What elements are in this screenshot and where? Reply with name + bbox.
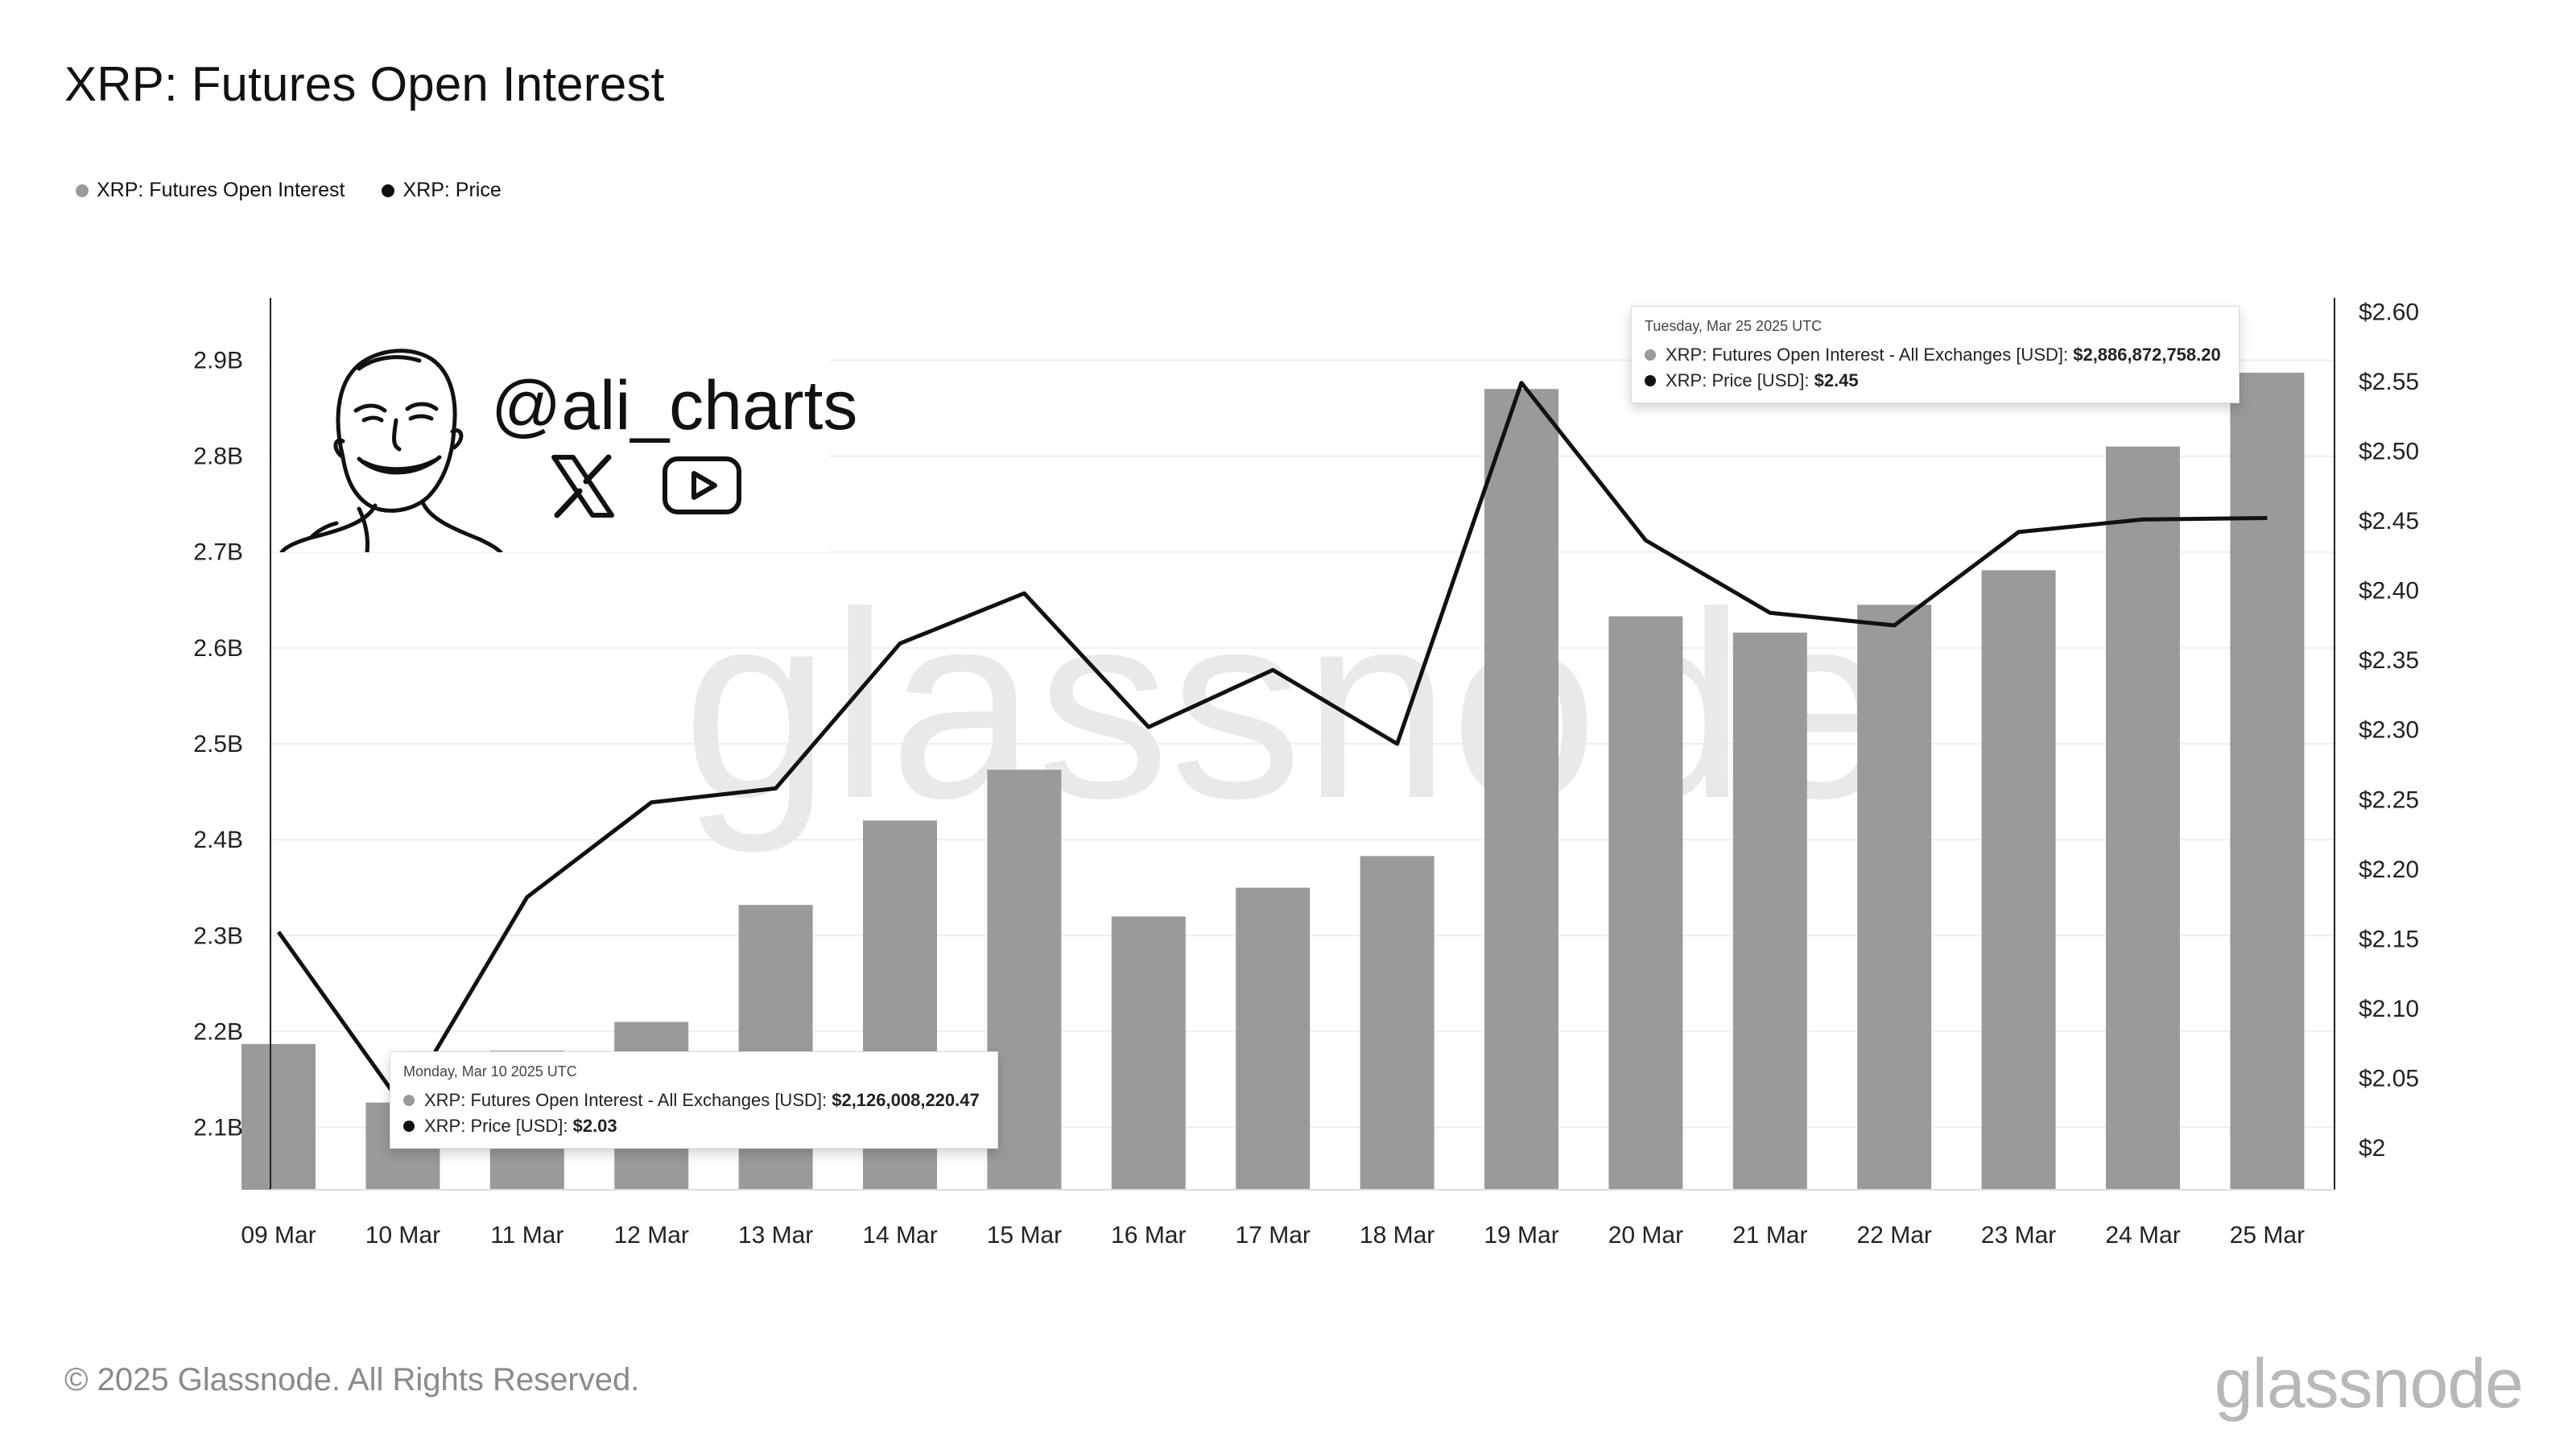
right-tick-label: $2.55 <box>2359 369 2419 395</box>
bar-25-mar[interactable] <box>2230 372 2305 1190</box>
left-tick-label: 2.4B <box>193 827 243 853</box>
left-tick-label: 2.6B <box>193 635 243 662</box>
x-tick-label: 13 Mar <box>738 1222 813 1249</box>
tooltip-oi-value: $2,126,008,220.47 <box>832 1090 980 1110</box>
chart-legend: XRP: Futures Open Interest XRP: Price <box>76 179 502 202</box>
tooltip-mar-10: Monday, Mar 10 2025 UTC XRP: Futures Ope… <box>390 1051 998 1149</box>
bar-20-mar[interactable] <box>1608 616 1683 1190</box>
left-tick-label: 2.8B <box>193 444 243 470</box>
x-tick-label: 23 Mar <box>1981 1222 2056 1249</box>
left-axis-ticks: 2.1B 2.2B 2.3B 2.4B 2.5B 2.6B 2.7B 2.8B 2.9B <box>193 347 243 1141</box>
page-title: XRP: Futures Open Interest <box>64 57 665 111</box>
right-tick-label: $2.10 <box>2359 996 2419 1022</box>
tooltip-date: Monday, Mar 10 2025 UTC <box>403 1063 577 1080</box>
tooltip-dot-gray-icon <box>403 1095 415 1106</box>
tooltip-dot-black-icon <box>403 1121 415 1132</box>
left-tick-label: 2.3B <box>193 923 243 949</box>
x-tick-label: 12 Mar <box>614 1222 689 1249</box>
bar-18-mar[interactable] <box>1360 856 1435 1190</box>
x-tick-label: 14 Mar <box>862 1222 937 1249</box>
tooltip-row-open-interest: XRP: Futures Open Interest - All Exchang… <box>1645 345 2221 365</box>
left-tick-label: 2.7B <box>193 539 243 566</box>
tooltip-mar-25: Tuesday, Mar 25 2025 UTC XRP: Futures Op… <box>1631 306 2240 403</box>
x-tick-label: 19 Mar <box>1484 1222 1558 1249</box>
bar-16-mar[interactable] <box>1111 916 1186 1190</box>
bar-23-mar[interactable] <box>1981 570 2056 1190</box>
right-tick-label: $2 <box>2359 1135 2385 1162</box>
tooltip-dot-gray-icon <box>1645 349 1656 361</box>
tooltip-oi-label: XRP: Futures Open Interest - All Exchang… <box>1666 345 2074 365</box>
x-tick-label: 16 Mar <box>1111 1222 1186 1249</box>
bar-15-mar[interactable] <box>987 770 1062 1190</box>
footer-logo: glassnode <box>2214 1345 2524 1422</box>
right-tick-label: $2.60 <box>2359 299 2419 325</box>
price-line[interactable] <box>276 381 2268 1108</box>
cartoon-face-icon <box>279 349 503 552</box>
bar-21-mar[interactable] <box>1732 632 1807 1190</box>
left-tick-label: 2.1B <box>193 1115 243 1141</box>
left-tick-label: 2.9B <box>193 347 243 374</box>
author-handle: @ali_charts <box>491 367 858 444</box>
x-tick-label: 22 Mar <box>1857 1222 1932 1249</box>
tooltip-price-value: $2.03 <box>572 1116 617 1136</box>
tooltip-price-value: $2.45 <box>1814 370 1859 390</box>
x-tick-label: 11 Mar <box>490 1222 564 1249</box>
legend-item-price[interactable]: XRP: Price <box>382 179 502 202</box>
legend-label-open-interest: XRP: Futures Open Interest <box>97 179 345 201</box>
tooltip-date: Tuesday, Mar 25 2025 UTC <box>1645 318 1823 334</box>
legend-label-price: XRP: Price <box>402 179 502 201</box>
x-tick-label: 10 Mar <box>365 1222 440 1249</box>
left-tick-label: 2.5B <box>193 731 243 758</box>
legend-dot-black-icon <box>382 184 395 197</box>
bar-17-mar[interactable] <box>1236 887 1311 1190</box>
x-tick-label: 24 Mar <box>2105 1222 2180 1249</box>
x-tick-label: 20 Mar <box>1608 1222 1683 1249</box>
watermark-text: glassnode <box>683 556 1894 855</box>
right-axis-ticks: $2 $2.05 $2.10 $2.15 $2.20 $2.25 $2.30 $2.35 $2.… <box>2359 299 2419 1162</box>
tooltip-row-price: XRP: Price [USD]: $2.45 <box>1645 370 2221 391</box>
right-tick-label: $2.15 <box>2359 926 2419 952</box>
x-logo-icon[interactable] <box>549 452 617 520</box>
right-tick-label: $2.35 <box>2359 647 2419 674</box>
x-tick-label: 17 Mar <box>1236 1222 1311 1249</box>
legend-item-open-interest[interactable]: XRP: Futures Open Interest <box>76 179 345 202</box>
tooltip-row-price: XRP: Price [USD]: $2.03 <box>403 1116 980 1137</box>
right-tick-label: $2.25 <box>2359 786 2419 813</box>
tooltip-oi-label: XRP: Futures Open Interest - All Exchang… <box>424 1090 832 1110</box>
right-tick-label: $2.30 <box>2359 717 2419 744</box>
right-tick-label: $2.50 <box>2359 438 2419 464</box>
left-tick-label: 2.2B <box>193 1018 243 1045</box>
right-tick-label: $2.05 <box>2359 1066 2419 1092</box>
right-tick-label: $2.45 <box>2359 508 2419 535</box>
x-axis-ticks: 09 Mar 10 Mar 11 Mar 12 Mar 13 Mar 14 Mar 15 M… <box>241 1222 2305 1249</box>
x-tick-label: 15 Mar <box>987 1222 1062 1249</box>
bar-24-mar[interactable] <box>2106 446 2180 1190</box>
x-tick-label: 25 Mar <box>2230 1222 2305 1249</box>
tooltip-dot-black-icon <box>1645 375 1656 386</box>
tooltip-price-label: XRP: Price [USD]: <box>1666 370 1814 390</box>
tooltip-price-label: XRP: Price [USD]: <box>424 1116 573 1136</box>
x-tick-label: 21 Mar <box>1732 1222 1807 1249</box>
legend-dot-gray-icon <box>76 184 89 197</box>
axes <box>270 298 2335 1191</box>
price-series <box>276 381 2268 1108</box>
tooltip-row-open-interest: XRP: Futures Open Interest - All Exchang… <box>403 1090 980 1111</box>
youtube-icon[interactable] <box>662 456 742 515</box>
bar-22-mar[interactable] <box>1857 605 1932 1190</box>
tooltip-oi-value: $2,886,872,758.20 <box>2073 345 2221 365</box>
right-tick-label: $2.40 <box>2359 578 2419 605</box>
x-tick-label: 09 Mar <box>241 1222 316 1249</box>
right-tick-label: $2.20 <box>2359 857 2419 883</box>
footer-copyright: © 2025 Glassnode. All Rights Reserved. <box>64 1362 640 1397</box>
bars-series <box>242 372 2305 1190</box>
bar-09-mar[interactable] <box>242 1043 316 1190</box>
x-tick-label: 18 Mar <box>1360 1222 1435 1249</box>
bar-19-mar[interactable] <box>1484 389 1558 1190</box>
